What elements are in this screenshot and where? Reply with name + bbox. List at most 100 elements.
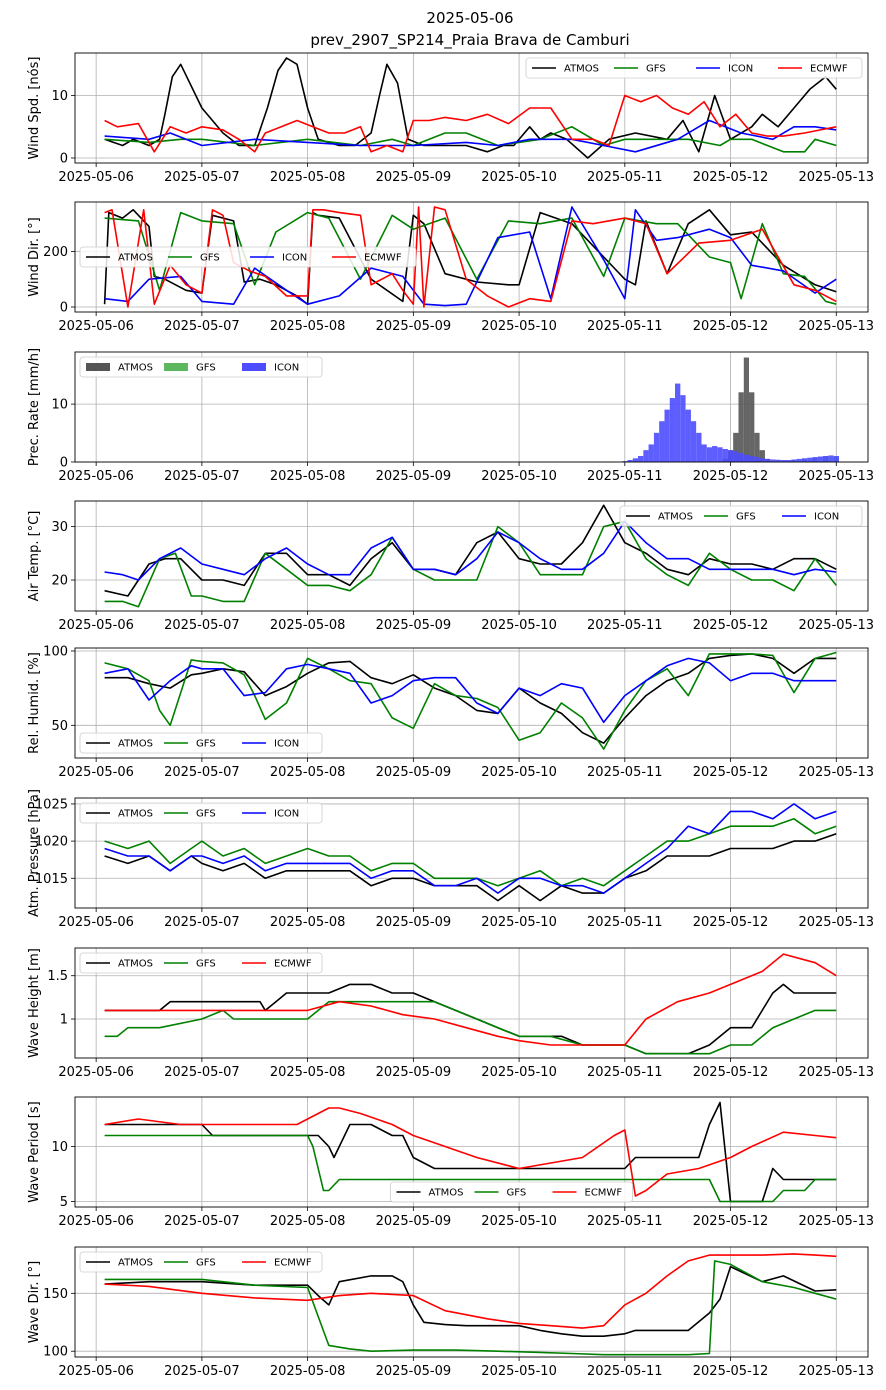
legend-box: [79, 356, 323, 378]
x-tick-label: 2025-05-06: [58, 1214, 134, 1229]
legend-label: ICON: [814, 512, 839, 523]
x-tick-label: 2025-05-06: [58, 1364, 134, 1379]
series-line-atmos: [104, 57, 837, 159]
y-tick-label: 50: [51, 719, 68, 734]
x-tick-label: 2025-05-06: [58, 765, 134, 780]
x-tick-label: 2025-05-10: [481, 618, 557, 633]
series-line-icon: [104, 657, 837, 724]
bar-icon: [727, 450, 734, 462]
x-tick-label: 2025-05-08: [270, 765, 346, 780]
x-tick-label: 2025-05-13: [798, 765, 874, 780]
bar-icon: [712, 446, 718, 462]
x-tick-label: 2025-05-13: [798, 618, 874, 633]
legend-label: ICON: [274, 739, 299, 750]
bar-icon: [632, 458, 638, 462]
legend-label: GFS: [196, 739, 216, 750]
y-tick-label: 10: [51, 89, 68, 104]
x-tick-label: 2025-05-12: [693, 618, 769, 633]
legend-box: [390, 1181, 633, 1203]
y-axis-label: Wind Spd. [nós]: [27, 57, 42, 160]
bar-icon: [722, 449, 728, 462]
legend: ATMOS GFS ICON ECMWF: [525, 57, 863, 79]
series-group: [104, 651, 837, 750]
legend-label: GFS: [200, 253, 220, 264]
legend-box: [79, 952, 323, 974]
x-tick-label: 2025-05-06: [58, 618, 134, 633]
bar-icon: [690, 421, 697, 462]
y-axis-label: Prec. Rate [mm/h]: [27, 348, 42, 466]
x-tick-label: 2025-05-11: [587, 1065, 663, 1080]
bar-atmos: [738, 392, 744, 462]
legend-label: GFS: [196, 959, 216, 970]
series-line-gfs: [104, 520, 837, 608]
x-tick-label: 2025-05-10: [481, 170, 557, 185]
bar-icon: [743, 454, 749, 462]
y-axis-label: Rel. Humid. [%]: [27, 652, 42, 754]
legend: ATMOS GFS ICON ECMWF: [79, 246, 417, 268]
axes-frame: [74, 1096, 869, 1208]
legend: ATMOS GFS ECMWF: [79, 952, 323, 974]
x-tick-label: 2025-05-07: [164, 618, 240, 633]
series-line-atmos: [104, 653, 837, 744]
bar-icon: [812, 457, 818, 462]
axes-frame: [74, 351, 869, 463]
legend-label: ICON: [274, 809, 299, 820]
legend: ATMOS GFS ICON: [79, 356, 323, 378]
legend-label: ICON: [728, 64, 753, 75]
x-tick-label: 2025-05-06: [58, 915, 134, 930]
y-axis-label: Wind Dir. [°]: [27, 217, 42, 297]
x-tick-label: 2025-05-10: [481, 915, 557, 930]
x-tick-label: 2025-05-07: [164, 170, 240, 185]
legend-label: GFS: [507, 1188, 527, 1199]
y-tick-label: 0: [60, 301, 68, 316]
x-tick-label: 2025-05-13: [798, 1065, 874, 1080]
x-tick-label: 2025-05-11: [587, 915, 663, 930]
bar-icon: [664, 409, 670, 462]
x-tick-label: 2025-05-07: [164, 469, 240, 484]
x-tick-label: 2025-05-09: [376, 469, 452, 484]
y-tick-label: 1: [60, 1013, 68, 1028]
legend: ATMOS GFS ICON: [619, 505, 863, 527]
x-tick-label: 2025-05-07: [164, 319, 240, 334]
x-tick-label: 2025-05-06: [58, 170, 134, 185]
x-tick-label: 2025-05-13: [798, 1214, 874, 1229]
bar-icon: [706, 447, 712, 462]
bar-icon: [823, 456, 829, 462]
legend-label: ATMOS: [564, 64, 599, 75]
bar-icon: [759, 458, 765, 462]
series-group: [104, 57, 837, 159]
x-tick-label: 2025-05-10: [481, 319, 557, 334]
x-tick-label: 2025-05-10: [481, 1214, 557, 1229]
bar-icon: [817, 456, 824, 462]
x-tick-label: 2025-05-09: [376, 765, 452, 780]
axes-frame: [74, 647, 869, 759]
y-tick-label: 1015: [35, 872, 68, 887]
bar-atmos: [749, 392, 755, 462]
series-line-ecmwf: [104, 94, 837, 153]
x-tick-label: 2025-05-07: [164, 1364, 240, 1379]
legend-label: ATMOS: [429, 1188, 464, 1199]
series-line-ecmwf: [104, 1107, 837, 1197]
series-group: [103, 206, 837, 308]
x-tick-label: 2025-05-06: [58, 1065, 134, 1080]
axes-frame: [74, 52, 869, 164]
x-tick-label: 2025-05-11: [587, 618, 663, 633]
series-line-icon: [104, 520, 837, 581]
bar-icon: [696, 432, 702, 462]
series-line-gfs: [104, 1134, 837, 1203]
legend-box: [525, 57, 863, 79]
x-tick-label: 2025-05-12: [693, 765, 769, 780]
panel-precip: 2025-05-06 2025-05-07 2025-05-08 2025-05-09…: [27, 348, 874, 484]
x-tick-label: 2025-05-09: [376, 1364, 452, 1379]
y-axis-label: Wave Dir. [°]: [27, 1261, 42, 1344]
x-tick-label: 2025-05-13: [798, 915, 874, 930]
series-group: [104, 953, 837, 1055]
series-group: [104, 803, 837, 902]
series-group: [104, 1101, 837, 1203]
legend-box: [79, 1251, 323, 1273]
legend-label: ICON: [282, 253, 307, 264]
legend-label: ECMWF: [364, 253, 402, 264]
bar-icon: [807, 457, 813, 462]
x-tick-label: 2025-05-12: [693, 1214, 769, 1229]
